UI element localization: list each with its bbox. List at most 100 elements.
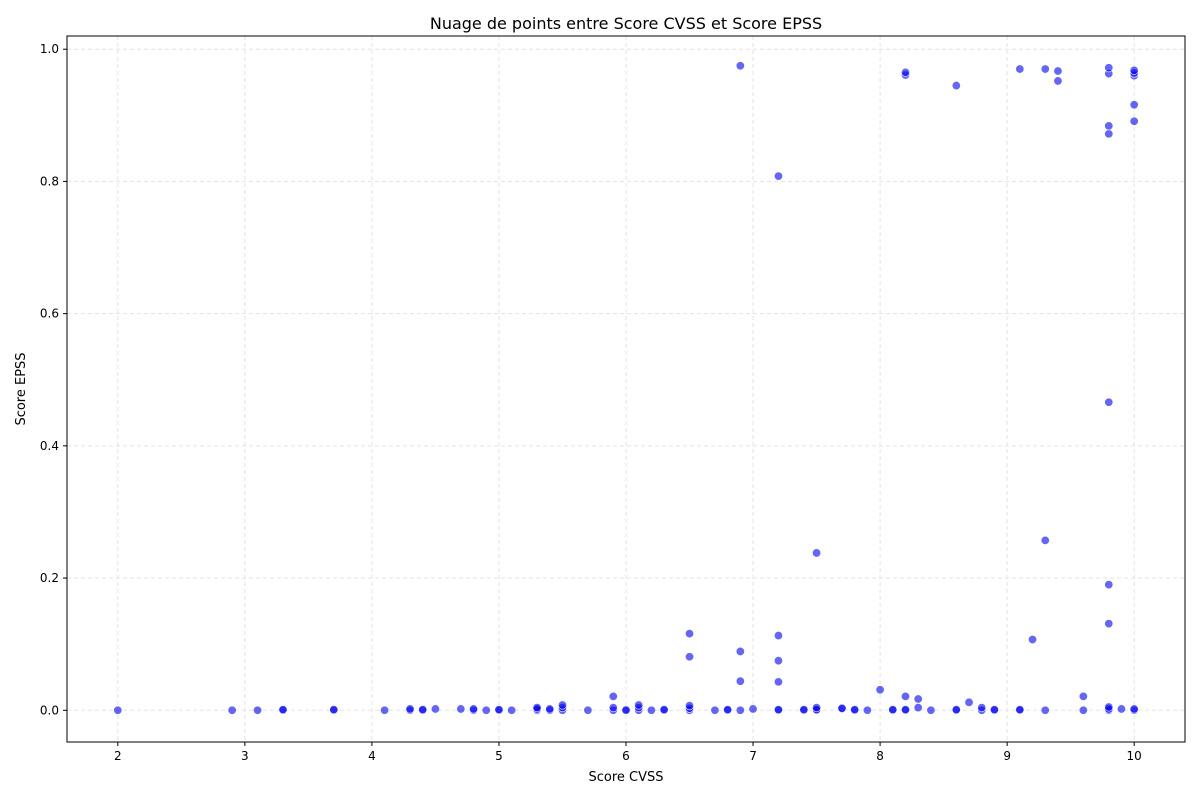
- scatter-point: [951, 81, 961, 91]
- scatter-point: [812, 548, 822, 558]
- scatter-point: [253, 705, 263, 715]
- scatter-point: [773, 631, 783, 641]
- scatter-point: [456, 704, 466, 714]
- scatter-point: [621, 705, 631, 715]
- scatter-point: [1129, 704, 1139, 714]
- x-axis: 2 3 4 5 6 7 8 9 10: [114, 742, 1142, 763]
- scatter-point: [926, 705, 936, 715]
- scatter-point: [862, 705, 872, 715]
- x-tick-label: 10: [1127, 749, 1142, 763]
- scatter-point: [227, 705, 237, 715]
- scatter-point: [659, 705, 669, 715]
- scatter-point: [951, 705, 961, 715]
- scatter-point: [113, 705, 123, 715]
- scatter-point: [1078, 691, 1088, 701]
- y-axis: 0.0 0.2 0.4 0.6 0.8 1.0: [40, 42, 67, 717]
- scatter-point: [278, 705, 288, 715]
- scatter-point: [888, 705, 898, 715]
- scatter-point: [1104, 63, 1114, 73]
- data-points: [113, 61, 1139, 715]
- y-tick-label: 0.0: [40, 703, 59, 717]
- scatter-point: [380, 705, 390, 715]
- scatter-point: [989, 705, 999, 715]
- x-axis-label: Score CVSS: [588, 770, 663, 785]
- scatter-point: [850, 705, 860, 715]
- scatter-point: [913, 703, 923, 713]
- scatter-point: [481, 705, 491, 715]
- scatter-point: [900, 67, 910, 77]
- x-tick-label: 4: [368, 749, 376, 763]
- scatter-point: [735, 61, 745, 71]
- scatter-point: [1116, 704, 1126, 714]
- scatter-point: [1129, 116, 1139, 126]
- scatter-point: [685, 701, 695, 711]
- y-tick-label: 0.6: [40, 307, 59, 321]
- scatter-point: [685, 652, 695, 662]
- scatter-point: [735, 646, 745, 656]
- scatter-point: [634, 700, 644, 710]
- scatter-point: [1104, 619, 1114, 629]
- scatter-point: [646, 705, 656, 715]
- scatter-point: [1053, 66, 1063, 76]
- y-tick-label: 0.8: [40, 174, 59, 188]
- x-tick-label: 2: [114, 749, 122, 763]
- scatter-point: [900, 705, 910, 715]
- scatter-point: [418, 705, 428, 715]
- scatter-point: [1015, 705, 1025, 715]
- scatter-point: [1104, 702, 1114, 712]
- scatter-point: [430, 704, 440, 714]
- scatter-point: [773, 677, 783, 687]
- scatter-point: [1104, 580, 1114, 590]
- scatter-point: [1104, 129, 1114, 139]
- x-tick-label: 3: [241, 749, 249, 763]
- scatter-point: [1028, 635, 1038, 645]
- scatter-point: [557, 700, 567, 710]
- scatter-point: [735, 676, 745, 686]
- scatter-point: [964, 697, 974, 707]
- scatter-point: [1040, 535, 1050, 545]
- scatter-point: [608, 691, 618, 701]
- y-tick-label: 0.2: [40, 571, 59, 585]
- scatter-point: [773, 705, 783, 715]
- y-axis-label: Score EPSS: [14, 352, 29, 425]
- scatter-point: [494, 705, 504, 715]
- grid-lines: [67, 36, 1185, 742]
- x-tick-label: 6: [622, 749, 630, 763]
- scatter-point: [469, 704, 479, 714]
- x-tick-label: 8: [876, 749, 884, 763]
- scatter-point: [608, 703, 618, 713]
- scatter-point: [837, 703, 847, 713]
- scatter-point: [977, 703, 987, 713]
- scatter-point: [1129, 100, 1139, 110]
- scatter-point: [507, 705, 517, 715]
- x-tick-label: 9: [1003, 749, 1011, 763]
- chart-title: Nuage de points entre Score CVSS et Scor…: [430, 14, 822, 33]
- scatter-point: [1104, 121, 1114, 131]
- y-tick-label: 0.4: [40, 439, 59, 453]
- scatter-point: [812, 703, 822, 713]
- scatter-point: [545, 704, 555, 714]
- scatter-point: [710, 705, 720, 715]
- scatter-point: [685, 629, 695, 639]
- scatter-point: [1104, 397, 1114, 407]
- scatter-point: [1078, 705, 1088, 715]
- scatter-point: [1015, 64, 1025, 74]
- scatter-point: [1040, 705, 1050, 715]
- scatter-point: [773, 171, 783, 181]
- x-tick-label: 5: [495, 749, 503, 763]
- scatter-point: [748, 704, 758, 714]
- scatter-point: [900, 691, 910, 701]
- scatter-point: [1040, 64, 1050, 74]
- scatter-point: [329, 705, 339, 715]
- scatter-point: [405, 704, 415, 714]
- scatter-point: [1129, 65, 1139, 75]
- scatter-point: [735, 705, 745, 715]
- scatter-point: [532, 703, 542, 713]
- y-tick-label: 1.0: [40, 42, 59, 56]
- scatter-point: [799, 705, 809, 715]
- scatter-point: [773, 656, 783, 666]
- scatter-point: [723, 705, 733, 715]
- scatter-point: [913, 694, 923, 704]
- scatter-point: [1053, 76, 1063, 86]
